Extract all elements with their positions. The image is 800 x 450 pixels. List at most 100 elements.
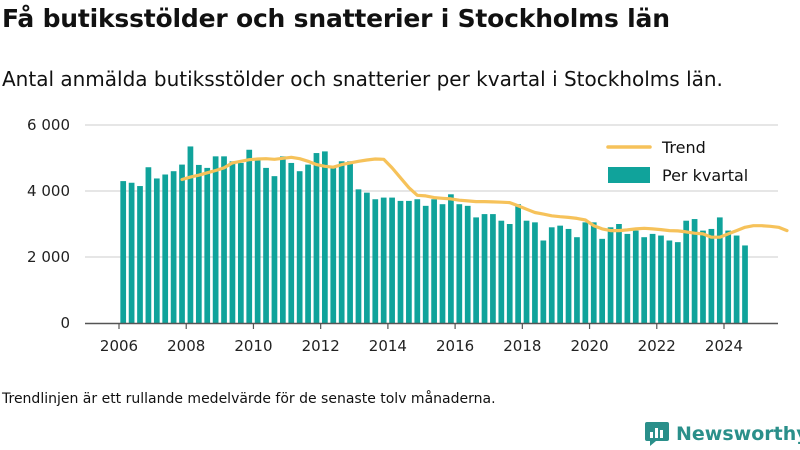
bar [683,220,690,323]
x-tick-label: 2024 [705,337,743,355]
bar [212,156,219,323]
bar [490,214,496,323]
bar [725,230,732,323]
bar [397,200,404,323]
bar [666,240,673,323]
bar [532,222,538,323]
legend-trend-label: Trend [661,138,706,157]
x-tick-label: 2006 [100,337,138,355]
x-tick-label: 2018 [503,337,541,355]
y-tick-label: 6 000 [27,116,70,134]
bar [338,161,345,323]
trend-line [180,155,789,239]
bar [380,197,387,323]
bar [599,238,606,323]
x-tick-label: 2022 [638,337,676,355]
newsworthy-brand: Newsworthy [644,420,800,448]
bar [700,230,706,323]
bar [515,204,521,323]
newsworthy-logo-icon [645,422,669,446]
bar [523,220,530,323]
bar [540,240,547,323]
bar [548,227,555,323]
bar [229,161,236,323]
bar [439,204,446,323]
bar [565,228,572,323]
bar [237,162,244,323]
y-tick-label: 2 000 [27,248,70,266]
bar [153,178,160,323]
bar [708,228,715,323]
bar [120,181,127,323]
bar [658,235,664,323]
bar [170,171,177,323]
bar [263,167,269,323]
legend-bar-swatch [608,167,650,183]
x-tick-label: 2010 [234,337,272,355]
bar [305,164,311,323]
bar [742,245,748,323]
bar [733,235,740,323]
legend-bar-label: Per kvartal [662,166,748,185]
bar [221,156,227,323]
bar [187,146,194,323]
bar [716,217,723,323]
bar [649,233,656,323]
bar [414,199,421,323]
bar [204,167,211,323]
y-tick-label: 0 [60,314,70,332]
bar [128,182,135,323]
x-tick-label: 2016 [436,337,474,355]
bar-chart: 0 2 000 4 000 6 000 2006 2008 2010 2012 2014 2016… [27,116,789,355]
bar [288,162,295,323]
bar [632,230,639,323]
chart-title: Få butiksstölder och snatterier i Stockh… [2,4,670,33]
bar [296,171,303,323]
bar [372,199,379,323]
bar [355,189,362,323]
bar [279,156,286,323]
bar [557,225,564,323]
bar [498,220,505,323]
bar [582,222,589,323]
bar [590,222,597,323]
bar [162,174,169,323]
bar [448,194,454,323]
x-tick-label: 2014 [369,337,407,355]
bar [364,192,370,323]
bar [616,224,622,323]
bar [145,167,152,323]
bar [624,233,631,323]
chart-subtitle: Antal anmälda butiksstölder och snatteri… [2,67,723,91]
x-tick-label: 2012 [302,337,340,355]
bar [137,186,143,323]
bar [574,237,580,323]
bar [473,217,479,323]
bar [347,161,353,323]
bar [456,204,463,323]
bar [422,205,429,323]
bar [389,197,395,323]
bar [607,227,614,323]
bar [431,199,437,323]
bar [674,242,681,323]
y-tick-label: 4 000 [27,182,70,200]
brand-name: Newsworthy [676,423,800,445]
bar [246,149,253,323]
bar [406,200,412,323]
x-tick-label: 2008 [167,337,205,355]
bar [481,214,488,323]
bar [313,153,320,323]
bar [464,205,471,323]
bar [691,219,698,323]
bar [322,151,328,323]
bar [641,237,648,323]
bar [195,164,202,323]
bar [271,176,278,323]
x-tick-label: 2020 [570,337,608,355]
footnote: Trendlinjen är ett rullande medelvärde f… [2,391,496,407]
bar [254,159,261,323]
bar [506,224,513,323]
bar [330,167,337,323]
bar [179,164,185,323]
